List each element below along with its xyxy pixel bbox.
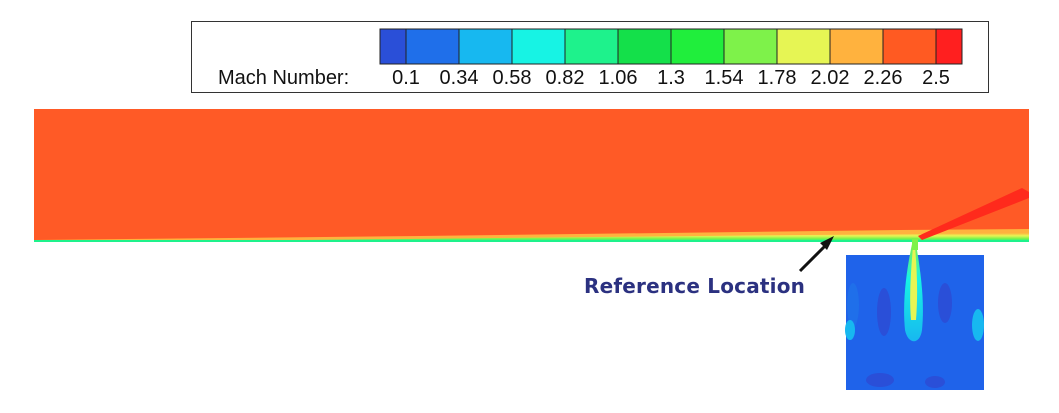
contour-blob — [847, 283, 859, 327]
colorbar-segment — [882, 28, 937, 65]
freestream-region — [34, 109, 1029, 241]
contour-blob — [925, 376, 945, 388]
legend-tick-label: 1.06 — [598, 67, 638, 89]
legend-tick-label: 2.5 — [922, 67, 950, 89]
legend-tick-label: 2.26 — [863, 67, 903, 89]
colorbar-segment — [776, 28, 831, 65]
colorbar-segment — [829, 28, 884, 65]
contour-blob — [866, 373, 894, 387]
injection-plume-core — [910, 246, 918, 320]
legend-tick-label: 0.34 — [439, 67, 479, 89]
legend-tick-label: 0.82 — [545, 67, 585, 89]
colorbar-segment — [564, 28, 619, 65]
reference-location-label: Reference Location — [584, 274, 806, 298]
legend-title: Mach Number: — [218, 67, 350, 89]
legend-tick-label: 1.3 — [657, 67, 685, 89]
legend-tick-label: 2.02 — [810, 67, 850, 89]
colorbar — [379, 28, 963, 65]
legend-tick-label: 1.54 — [704, 67, 744, 89]
legend-tick-label: 1.78 — [757, 67, 797, 89]
colorbar-segment — [670, 28, 725, 65]
wall-line — [34, 240, 1029, 242]
colorbar-segment — [511, 28, 566, 65]
contour-blob — [972, 309, 984, 341]
legend-tick-label: 0.58 — [492, 67, 532, 89]
colorbar-segment — [458, 28, 513, 65]
legend-tick-label: 0.1 — [392, 67, 420, 89]
jet-plume-streak — [918, 188, 1029, 240]
contour-blob — [845, 320, 855, 340]
colorbar-segment — [935, 28, 963, 65]
colorbar-segment — [379, 28, 407, 65]
colorbar-segment — [405, 28, 460, 65]
reference-arrowhead — [820, 236, 834, 250]
colorbar-segment — [617, 28, 672, 65]
contour-blob — [877, 288, 891, 336]
boundary-layer-inner — [300, 233, 1029, 241]
injector-nozzle — [912, 238, 918, 250]
contour-blob — [938, 283, 952, 323]
reference-arrow — [798, 243, 828, 273]
colorbar-segment — [723, 28, 778, 65]
